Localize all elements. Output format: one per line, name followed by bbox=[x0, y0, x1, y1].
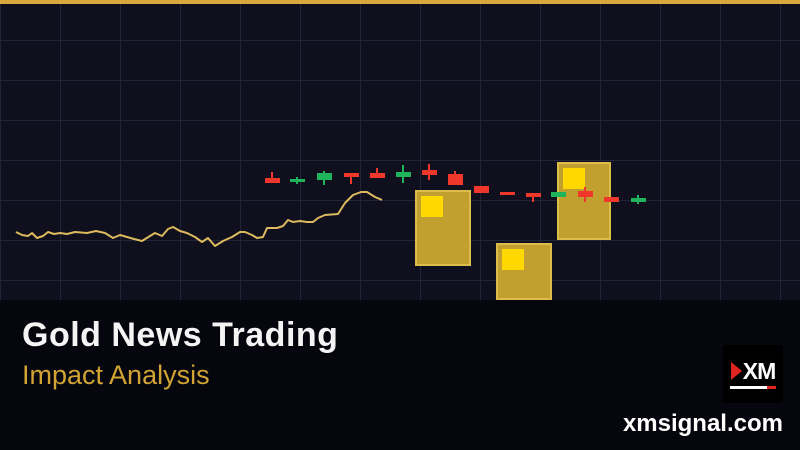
zone-corner-marker bbox=[420, 195, 443, 217]
zone-corner-marker bbox=[562, 167, 585, 189]
website-url: xmsignal.com bbox=[622, 410, 783, 437]
candle-body-bear bbox=[525, 193, 541, 197]
xm-logo-underline-accent bbox=[767, 385, 776, 389]
caption-bar bbox=[0, 300, 800, 450]
chart-area bbox=[0, 0, 800, 300]
candle-body-bear bbox=[421, 170, 437, 175]
candle-body-bull bbox=[316, 172, 332, 180]
candle-body-bear bbox=[577, 190, 593, 197]
candle-wick bbox=[376, 167, 378, 178]
xm-logo-triangle-icon bbox=[730, 362, 742, 380]
candle-body-bear bbox=[603, 196, 619, 202]
top-accent-bar bbox=[0, 0, 800, 4]
xm-logo-row: XM bbox=[730, 357, 776, 384]
news-impact-zone bbox=[496, 243, 552, 300]
candle-body-bear bbox=[473, 185, 489, 193]
candle-body-bull bbox=[630, 197, 646, 202]
xm-logo-text: XM bbox=[742, 357, 776, 384]
page-subtitle: Impact Analysis bbox=[22, 360, 210, 390]
candle-body-bull bbox=[289, 179, 305, 182]
candle-body-bear bbox=[499, 191, 515, 195]
zone-corner-marker bbox=[501, 248, 524, 270]
candle-wick bbox=[271, 172, 273, 183]
price-line bbox=[15, 191, 383, 247]
candle-body-bull bbox=[395, 171, 411, 177]
candle-wick bbox=[350, 172, 352, 184]
candle-wick bbox=[532, 193, 534, 202]
xm-logo-underline bbox=[730, 385, 776, 389]
candle-body-bear bbox=[369, 173, 385, 178]
news-impact-zone bbox=[415, 190, 471, 266]
candle-body-bull bbox=[550, 191, 566, 197]
page-title: Gold News Trading bbox=[22, 316, 339, 354]
candle-body-bear bbox=[343, 172, 359, 177]
candle-body-bear bbox=[264, 178, 280, 183]
candle-body-bear bbox=[447, 174, 463, 185]
xm-logo: XM bbox=[723, 345, 783, 403]
